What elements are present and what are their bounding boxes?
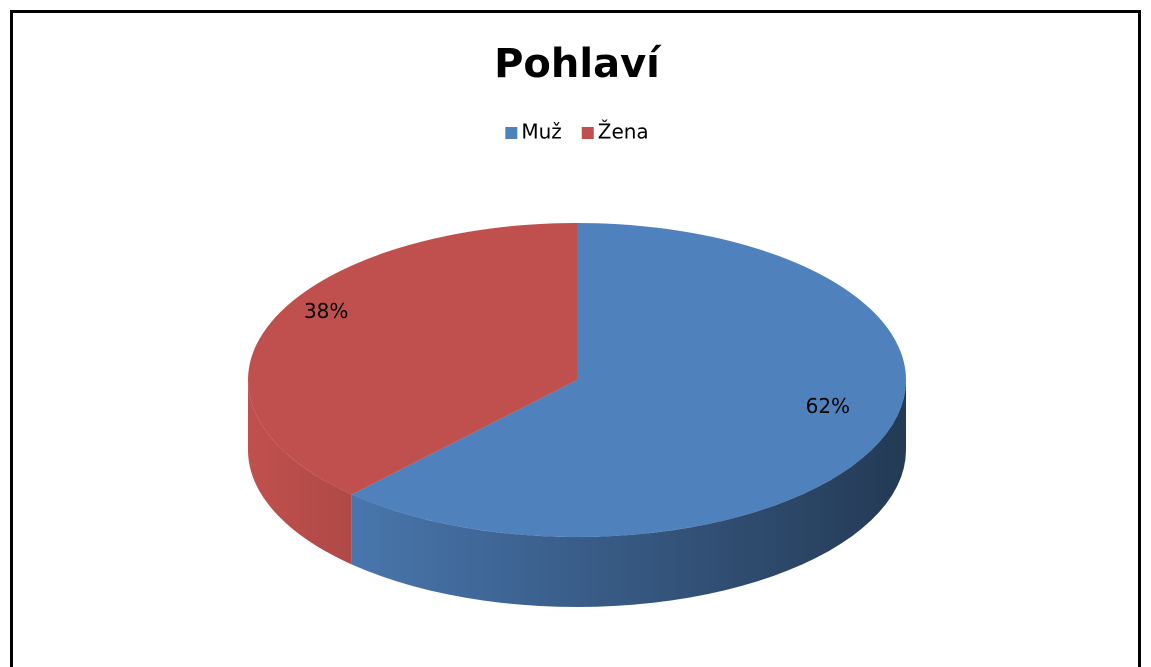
legend-label: Muž	[521, 120, 561, 144]
frame	[10, 10, 1141, 667]
legend-swatch	[581, 127, 594, 139]
legend-label: Žena	[598, 120, 649, 144]
slice-side	[248, 380, 352, 565]
slice	[351, 223, 906, 538]
legend-swatch	[505, 127, 518, 139]
data-label: 62%	[806, 394, 850, 418]
slice	[247, 223, 578, 495]
data-label: 38%	[304, 299, 348, 323]
slice-side	[351, 380, 906, 607]
chart-title: Pohlaví	[494, 41, 662, 87]
